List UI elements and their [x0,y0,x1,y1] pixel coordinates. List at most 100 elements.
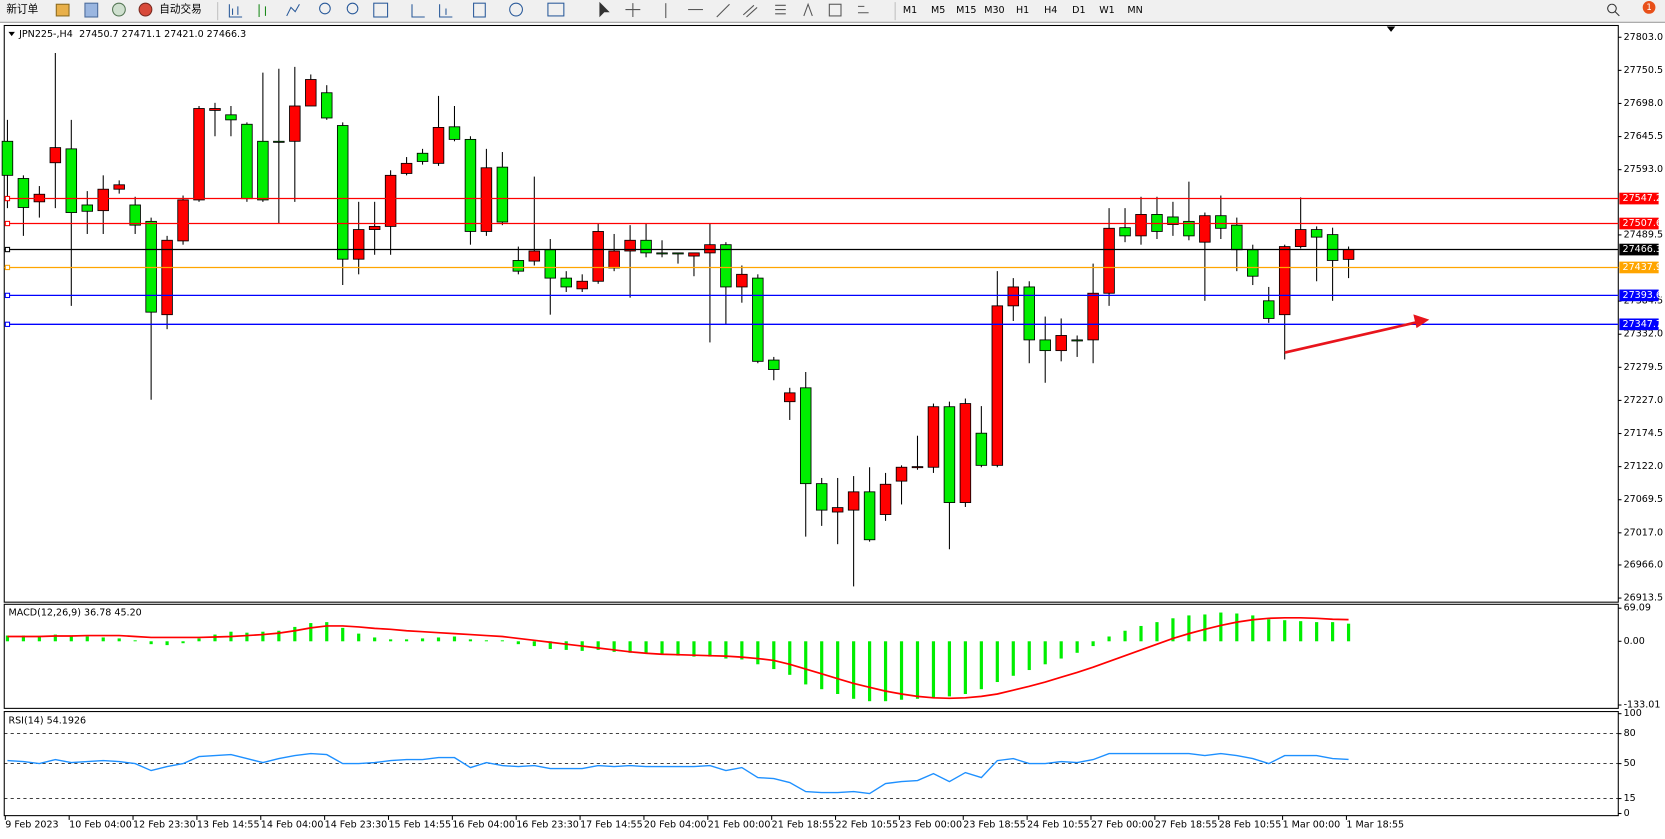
candle-body [480,167,493,232]
price-label: 27547.2 [1623,193,1662,204]
macd-panel [3,603,1619,709]
icon-indicators[interactable] [473,2,486,18]
price-label: 27393.6 [1623,290,1662,301]
x-tick-label: 27 Feb 18:55 [1155,820,1218,831]
icon-candles[interactable] [258,4,266,17]
icon-label[interactable] [828,3,842,17]
macd-bar [5,635,10,642]
macd-bar [1187,615,1191,642]
timeframe-button[interactable]: H1 [1016,5,1029,16]
icon-templates[interactable] [547,2,565,17]
macd-bar [979,641,983,690]
candle-body [624,239,636,252]
macd-bar [820,641,824,690]
icon-fibo[interactable] [775,4,786,15]
icon-trendline[interactable] [716,3,730,18]
candle-body [943,406,956,503]
collapse-arrow [8,31,15,37]
macd-bar [1123,630,1127,642]
candle-body [1247,249,1259,277]
candle-body [241,123,253,200]
macd-bar [899,641,904,700]
macd-bar [596,641,600,650]
timeframe-button[interactable]: W1 [1099,5,1115,16]
candle-body [1023,286,1035,341]
macd-bar [341,627,345,642]
icon-zoom-in[interactable] [319,2,331,15]
timeframe-button[interactable]: H4 [1044,5,1057,16]
x-tick-label: 1 Mar 00:00 [1283,820,1341,831]
icon-scroll[interactable] [411,4,425,18]
macd-bar [373,637,377,642]
macd-bar [915,641,920,699]
candle-body [129,204,141,226]
candle-body [464,138,477,232]
timeframe-button[interactable]: M1 [903,5,917,16]
notification-badge[interactable] [1642,1,1656,14]
arrow-line [1284,321,1417,354]
candle-body [704,244,716,254]
x-tick-label: 12 Feb 23:30 [133,820,196,831]
icon-crosshair[interactable] [625,3,641,17]
icon-periods[interactable] [509,2,523,17]
candle-body [1263,300,1275,319]
new-order-label[interactable]: 新订单 [6,3,38,16]
x-tick-label: 24 Feb 10:55 [1027,820,1090,831]
x-tick-label: 9 Feb 2023 [5,820,58,831]
candle-body [1215,215,1227,229]
candle-body [831,507,844,513]
candle-body [672,252,684,255]
icon-shift[interactable] [439,4,453,18]
candle-body [576,280,588,290]
candle-body [736,273,748,288]
macd-bar [883,641,888,702]
candle-body [1087,292,1099,341]
macd-bar [261,631,265,642]
candle-body [688,252,700,257]
candle-body [81,204,93,212]
icon-channel[interactable] [742,4,758,18]
search-icon[interactable] [1607,3,1620,17]
timeframe-button[interactable]: M15 [956,5,976,16]
price-label: 27347.7 [1623,319,1662,330]
timeframe-button[interactable]: M30 [984,5,1004,16]
price-label: 27507.6 [1623,218,1662,229]
timeframe-button[interactable]: D1 [1072,5,1085,16]
macd-bar [1283,620,1287,642]
line-handle [4,321,11,327]
toolbar-bg [0,0,1665,23]
icon-line[interactable] [286,3,300,17]
candle-body [1278,246,1291,316]
icon-arrows[interactable] [857,5,869,14]
icon[interactable] [55,3,70,17]
main-panel [3,24,1619,603]
candle-body [1,140,14,176]
icon-bars[interactable] [228,4,243,18]
macd-bar [1219,612,1223,642]
timeframe-button[interactable]: M5 [931,5,945,16]
icon[interactable] [112,2,126,17]
timeframe-button[interactable]: MN [1127,5,1142,16]
y-tick-label: -133.01 [1624,700,1661,711]
candle-body [17,178,30,208]
ohlc: 27450.7 27471.1 27421.0 27466.3 [79,28,246,39]
notification-count[interactable]: 1 [1646,3,1651,13]
new-order-button[interactable]: 新订单 [6,3,38,16]
macd-bar [660,641,664,655]
y-tick-label: 27489.5 [1624,229,1663,240]
icon-text[interactable] [803,2,813,17]
icon-tile[interactable] [373,2,389,18]
icon-zoom-out[interactable] [346,2,359,15]
icon-cursor[interactable] [599,1,610,18]
auto-trading-label[interactable]: 自动交易 [159,3,201,16]
macd-bar [357,633,361,642]
candle-body [927,406,940,468]
x-tick-label: 23 Feb 00:00 [899,820,962,831]
line-handle [4,264,11,271]
price-label-box [1619,289,1659,302]
icon[interactable] [84,2,99,18]
auto-trading-icon[interactable] [138,2,153,17]
macd-bar [1346,623,1351,642]
macd-bar [1043,641,1047,665]
candle-body [448,126,461,140]
